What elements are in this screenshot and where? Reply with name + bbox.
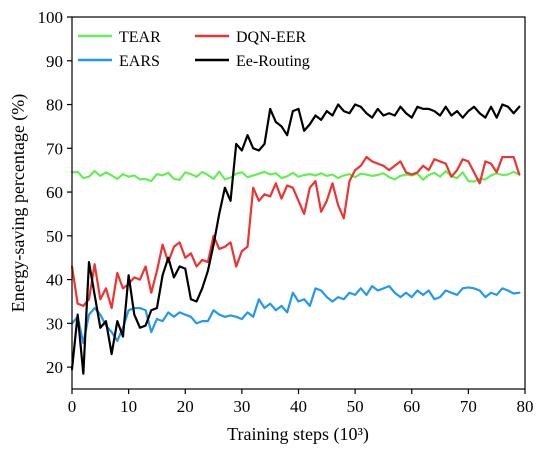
legend-label-dqn-eer: DQN-EER	[236, 29, 307, 46]
x-tick-label: 0	[68, 397, 77, 416]
x-tick-label: 80	[517, 397, 534, 416]
y-tick-label: 30	[46, 314, 63, 333]
y-tick-label: 80	[46, 96, 63, 115]
y-tick-label: 100	[38, 8, 64, 27]
x-tick-label: 30	[233, 397, 250, 416]
y-tick-label: 20	[46, 358, 63, 377]
series-line-ears	[70, 285, 521, 345]
series-line-dqn-eer	[70, 155, 521, 310]
y-tick-label: 60	[46, 183, 63, 202]
series-line-ee-routing	[70, 103, 521, 375]
legend: TEAR DQN-EER EARS Ee-Routing	[78, 29, 310, 70]
legend-label-ee-routing: Ee-Routing	[236, 53, 310, 70]
x-tick-label: 40	[290, 397, 307, 416]
x-tick-label: 10	[120, 397, 137, 416]
x-tick-label: 50	[347, 397, 364, 416]
series-line-tear	[70, 169, 521, 183]
y-axis-title: Energy-saving percentage (%)	[8, 94, 29, 313]
legend-label-ears: EARS	[119, 53, 160, 70]
series-layer	[70, 103, 521, 375]
legend-label-tear: TEAR	[119, 29, 161, 46]
y-tick-label: 90	[46, 52, 63, 71]
y-tick-label: 70	[46, 139, 63, 158]
x-tick-label: 20	[177, 397, 194, 416]
x-tick-label: 70	[460, 397, 477, 416]
x-tick-label: 60	[403, 397, 420, 416]
x-axis-title: Training steps (10³)	[227, 424, 369, 445]
axis-ticks: 0 10 20 30 40 50 60 70 80 20 30 40 50 60 70 80 90 100	[38, 8, 534, 416]
y-tick-label: 40	[46, 271, 63, 290]
y-tick-label: 50	[46, 227, 63, 246]
